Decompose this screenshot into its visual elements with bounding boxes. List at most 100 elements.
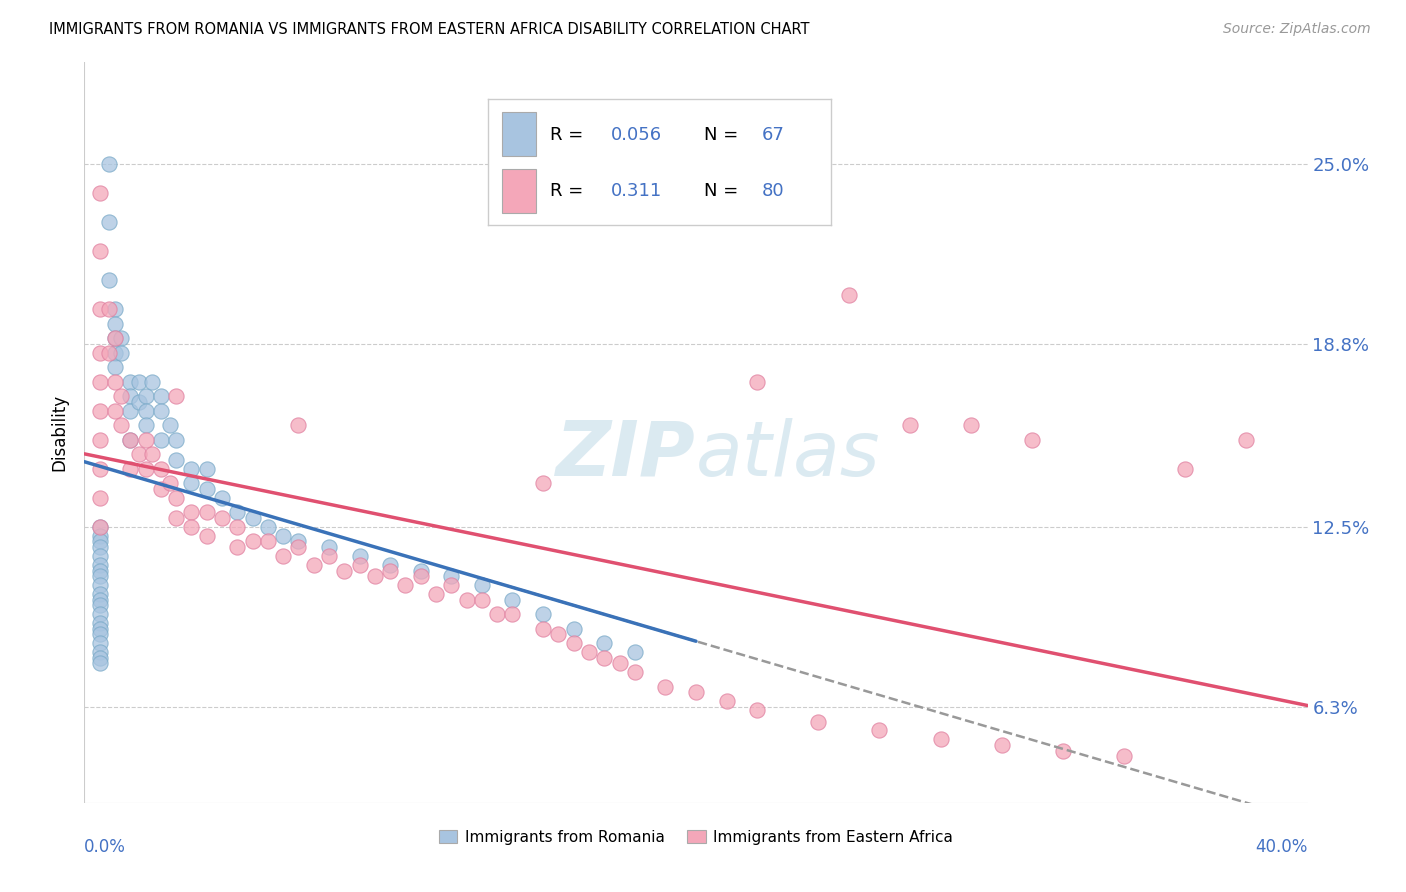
Point [89, 534, 111, 549]
Point [165, 389, 187, 403]
Point [120, 433, 142, 447]
Point [364, 569, 387, 583]
Point [120, 404, 142, 418]
Point [929, 731, 952, 746]
Point [110, 389, 132, 403]
Point [211, 491, 233, 505]
Text: ZIP: ZIP [557, 417, 696, 491]
Point [89, 404, 111, 418]
Point [135, 389, 157, 403]
Point [104, 317, 127, 331]
Point [89, 302, 111, 317]
Point [89, 622, 111, 636]
Point [349, 558, 371, 572]
Point [257, 520, 280, 534]
Point [89, 657, 111, 671]
Point [807, 714, 830, 729]
Point [104, 331, 127, 345]
Point [562, 636, 585, 650]
Point [287, 534, 309, 549]
Point [531, 622, 554, 636]
Point [195, 529, 218, 543]
Point [149, 462, 172, 476]
Point [991, 738, 1014, 752]
Point [89, 636, 111, 650]
Text: atlas: atlas [696, 417, 880, 491]
Point [128, 395, 150, 409]
Point [302, 558, 325, 572]
Point [89, 569, 111, 583]
Point [593, 636, 616, 650]
Point [869, 723, 891, 738]
Point [257, 534, 280, 549]
Point [195, 462, 218, 476]
Point [593, 650, 616, 665]
Point [159, 476, 181, 491]
Point [1021, 433, 1043, 447]
Point [180, 476, 202, 491]
Text: IMMIGRANTS FROM ROMANIA VS IMMIGRANTS FROM EASTERN AFRICA DISABILITY CORRELATION: IMMIGRANTS FROM ROMANIA VS IMMIGRANTS FR… [49, 22, 810, 37]
Point [502, 607, 524, 621]
Point [1174, 462, 1197, 476]
Point [89, 558, 111, 572]
Point [89, 529, 111, 543]
Point [1236, 433, 1258, 447]
Point [97, 302, 120, 317]
Point [502, 592, 524, 607]
Point [226, 541, 249, 555]
Point [380, 564, 402, 578]
Point [89, 244, 111, 259]
Point [110, 331, 132, 345]
Point [149, 482, 172, 496]
Point [104, 302, 127, 317]
Point [165, 511, 187, 525]
Point [180, 506, 202, 520]
Point [562, 622, 585, 636]
Point [898, 418, 921, 433]
Point [287, 418, 309, 433]
Point [89, 549, 111, 563]
Point [486, 607, 509, 621]
Point [159, 418, 181, 433]
Point [271, 549, 294, 563]
Point [425, 587, 447, 601]
Point [135, 462, 157, 476]
Point [89, 186, 111, 200]
Point [547, 627, 569, 641]
Point [440, 569, 463, 583]
Point [89, 592, 111, 607]
Point [654, 680, 676, 694]
Point [89, 645, 111, 659]
Point [89, 587, 111, 601]
Point [409, 569, 432, 583]
Point [89, 520, 111, 534]
Point [97, 273, 120, 287]
Point [1052, 743, 1074, 757]
Point [226, 520, 249, 534]
Point [89, 520, 111, 534]
Point [318, 549, 340, 563]
Point [89, 491, 111, 505]
Text: 40.0%: 40.0% [1256, 838, 1308, 855]
Point [89, 615, 111, 630]
Point [89, 627, 111, 641]
Point [409, 564, 432, 578]
Point [120, 389, 142, 403]
Point [89, 541, 111, 555]
Point [226, 506, 249, 520]
Point [195, 482, 218, 496]
Point [89, 578, 111, 592]
Point [104, 345, 127, 359]
Point [97, 345, 120, 359]
Point [960, 418, 983, 433]
Point [394, 578, 416, 592]
Point [211, 511, 233, 525]
Point [242, 534, 264, 549]
Point [120, 433, 142, 447]
Point [624, 665, 647, 680]
Point [165, 453, 187, 467]
Point [456, 592, 478, 607]
Point [120, 375, 142, 389]
Point [89, 607, 111, 621]
Point [242, 511, 264, 525]
